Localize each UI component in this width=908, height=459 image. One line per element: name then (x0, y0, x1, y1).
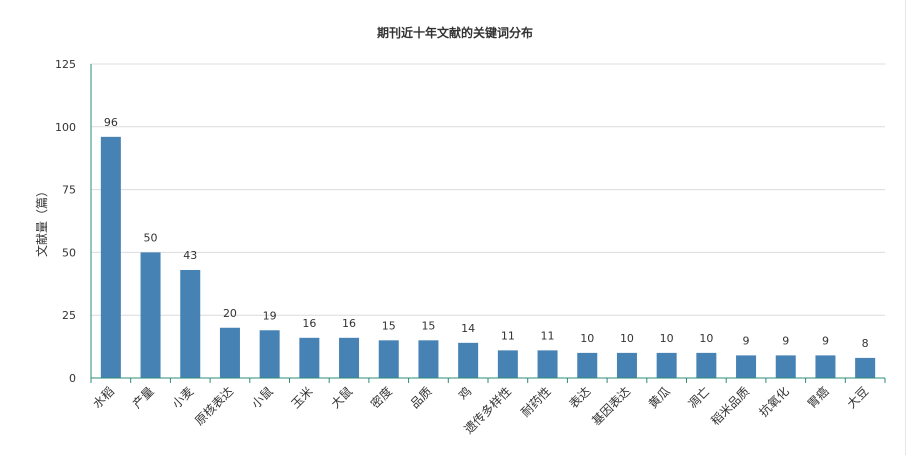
bar (458, 342, 479, 378)
bar (140, 252, 161, 378)
x-tick-label: 鸡 (455, 384, 474, 403)
bar (259, 330, 280, 378)
x-tick-label: 产量 (130, 384, 157, 411)
data-label: 15 (382, 319, 396, 332)
data-label: 20 (223, 307, 237, 320)
data-label: 8 (862, 337, 869, 350)
bar (339, 337, 360, 378)
bar (696, 352, 717, 378)
x-tick-label: 黄瓜 (646, 384, 673, 411)
data-label: 9 (822, 334, 829, 347)
bar (775, 355, 796, 378)
x-tick-label: 基因表达 (589, 384, 633, 428)
axes (90, 64, 886, 383)
y-axis-label: 文献量（篇） (34, 185, 49, 257)
x-tick-label: 大鼠 (328, 384, 355, 411)
x-tick-label: 小麦 (169, 384, 196, 411)
bar (100, 136, 121, 378)
y-tick-label: 50 (62, 246, 76, 259)
x-tick-label: 抗氧化 (756, 384, 792, 420)
x-tick-label: 密度 (367, 384, 395, 412)
x-tick-label: 耐药性 (518, 384, 553, 419)
bar (855, 357, 876, 378)
x-tick-label: 凋亡 (686, 384, 713, 411)
data-label: 19 (263, 309, 277, 322)
y-tick-label: 25 (62, 309, 76, 322)
bar (418, 340, 439, 378)
x-tick-label: 小鼠 (249, 384, 276, 411)
y-tick-label: 100 (55, 121, 76, 134)
bar (378, 340, 399, 378)
y-tick-label: 0 (69, 372, 76, 385)
bar (616, 352, 637, 378)
bar (656, 352, 677, 378)
bar (299, 337, 320, 378)
data-labels: 96 50 43 20 19 16 16 15 15 14 11 11 10 10 10 10 9 9 9 8 (104, 116, 869, 350)
bar (815, 355, 836, 378)
bar (497, 350, 518, 378)
y-tick-label: 125 (55, 58, 76, 71)
grid-lines (91, 63, 885, 316)
x-tick-label: 胃癌 (804, 384, 832, 412)
y-tick-label: 75 (62, 184, 76, 197)
y-tick-labels: 0 25 50 75 100 125 (55, 58, 76, 385)
data-label: 14 (461, 322, 475, 335)
data-label: 43 (183, 249, 197, 262)
chart-title: 期刊近十年文献的关键词分布 (377, 25, 533, 40)
data-label: 15 (421, 319, 435, 332)
x-tick-label: 品质 (408, 384, 435, 411)
x-tick-label: 玉米 (289, 384, 316, 411)
data-label: 50 (144, 231, 158, 244)
bar (537, 350, 558, 378)
data-label: 10 (699, 332, 713, 345)
x-tick-label: 大豆 (844, 384, 871, 411)
data-label: 10 (580, 332, 594, 345)
x-tick-label: 表达 (566, 384, 593, 411)
data-label: 16 (342, 317, 356, 330)
bar (219, 327, 240, 378)
bar (736, 355, 757, 378)
data-label: 10 (660, 332, 674, 345)
data-label: 9 (782, 334, 789, 347)
frame-border (905, 0, 906, 455)
x-tick-label: 水稻 (90, 384, 117, 411)
x-tick-label: 原核表达 (192, 384, 236, 428)
data-label: 9 (743, 334, 750, 347)
bar (577, 352, 598, 378)
data-label: 96 (104, 116, 118, 129)
data-label: 16 (302, 317, 316, 330)
x-tick-label: 稻米品质 (708, 384, 752, 428)
bar (180, 269, 201, 378)
data-label: 11 (501, 329, 515, 342)
data-label: 10 (620, 332, 634, 345)
bars (100, 136, 876, 378)
data-label: 11 (541, 329, 555, 342)
